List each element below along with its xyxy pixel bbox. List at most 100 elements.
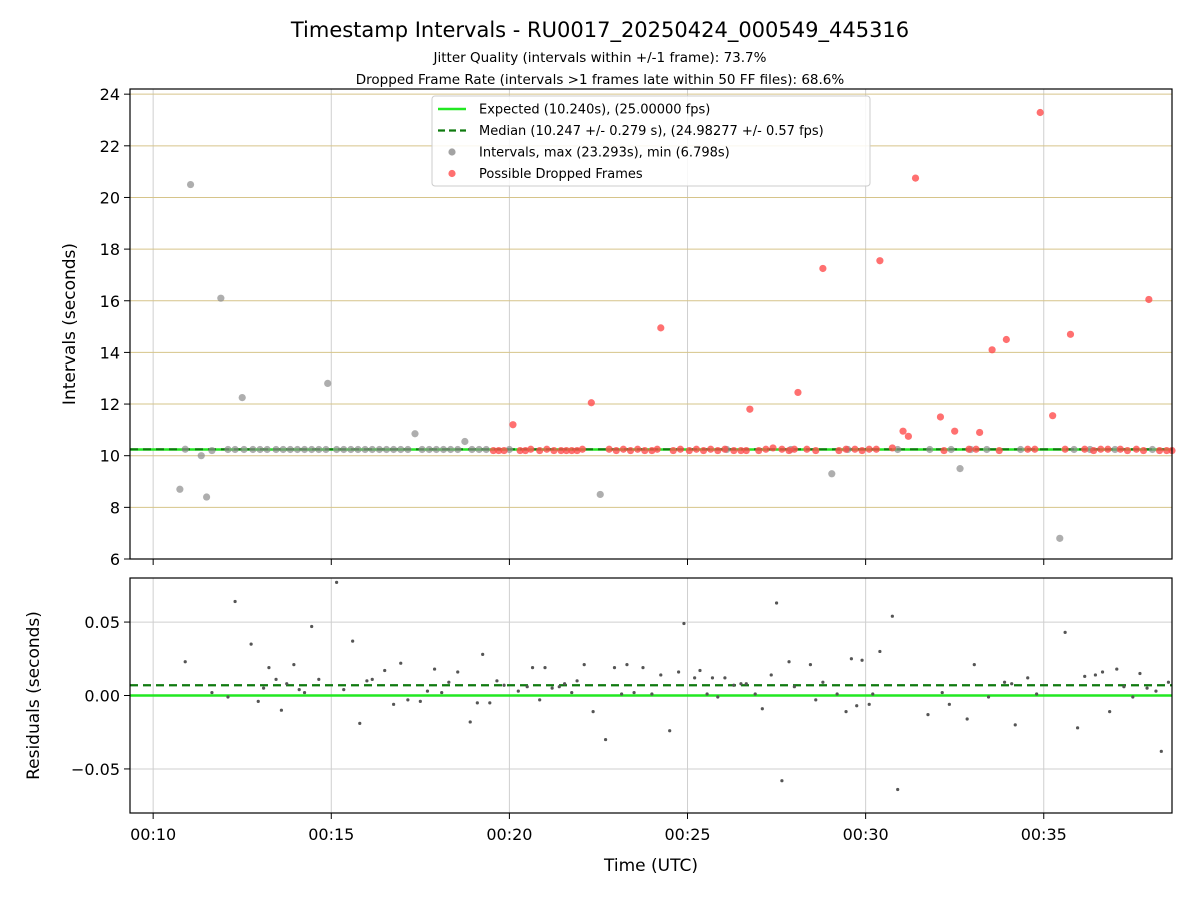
residual-point [753, 692, 757, 696]
dropped-frame-point [1139, 446, 1148, 455]
x-axis-label: Time (UTC) [603, 856, 698, 876]
chart-subtitle-jitter: Jitter Quality (intervals within +/-1 fr… [433, 50, 767, 66]
residual-point [682, 621, 686, 626]
bottom-y-axis-ticks: −0.05 0.00 0.05 [71, 613, 130, 779]
interval-point [1016, 445, 1025, 454]
top-panel-points [176, 108, 1176, 542]
interval-point [404, 445, 412, 454]
residual-point [274, 677, 278, 681]
residual-point [233, 599, 237, 604]
residual-point [698, 668, 702, 673]
bottom-reference-lines [130, 684, 1172, 697]
interval-point [382, 445, 391, 454]
bottom-y-axis-label: Residuals (seconds) [24, 611, 44, 780]
residual-point [481, 652, 485, 656]
residual-point [603, 737, 608, 742]
interval-point [263, 445, 271, 454]
dropped-frame-point [626, 446, 635, 455]
interval-point [461, 437, 469, 446]
dropped-frame-point [755, 446, 763, 455]
dropped-frame-point [746, 405, 754, 413]
dropped-frame-point [819, 264, 827, 273]
residual-point [1115, 667, 1119, 671]
top-y-tick-label: 8 [110, 498, 120, 517]
dropped-frame-point [872, 445, 880, 453]
residual-point [947, 702, 951, 706]
residual-point [310, 624, 314, 629]
interval-point [368, 445, 376, 454]
dropped-frame-point [1024, 445, 1032, 453]
residual-point [1013, 723, 1017, 727]
residual-point [456, 670, 460, 674]
dropped-frame-point [1155, 446, 1164, 455]
top-y-axis-ticks: 6 8 10 12 14 16 18 20 22 24 [100, 85, 130, 569]
residual-point [926, 712, 930, 717]
dropped-frame-point [536, 446, 544, 455]
dropped-frame-point [1031, 445, 1039, 453]
residual-point [1166, 680, 1171, 684]
residual-point [358, 721, 362, 726]
dropped-frame-point [612, 446, 620, 455]
residual-point [814, 698, 818, 702]
bottom-panel-points [183, 580, 1171, 792]
dropped-frame-point [1163, 446, 1171, 455]
interval-point [447, 445, 455, 454]
dropped-frame-point [495, 446, 503, 455]
interval-point [238, 393, 246, 402]
residual-point [256, 699, 260, 703]
residual-point [650, 692, 654, 696]
residual-point [342, 688, 346, 692]
residual-point [739, 682, 743, 686]
dropped-frame-point [835, 446, 843, 455]
residual-point [502, 683, 506, 687]
legend-label: Expected (10.240s), (25.00000 fps) [479, 103, 710, 118]
bottom-y-tick-label: 0.00 [84, 687, 120, 706]
residual-point [425, 689, 430, 693]
residual-point [570, 690, 574, 695]
residual-point [821, 680, 825, 684]
dropped-frame-point [641, 446, 649, 455]
dropped-frame-point [692, 445, 701, 453]
interval-point [300, 445, 309, 454]
interval-point [397, 445, 405, 454]
dropped-frame-point [976, 428, 984, 437]
interval-point [322, 445, 330, 454]
residual-point [871, 692, 875, 696]
interval-point [240, 445, 248, 454]
dropped-frame-point [988, 346, 996, 354]
x-tick-label: 00:15 [308, 825, 354, 844]
residual-point [591, 710, 595, 714]
residual-point [210, 690, 214, 695]
residual-point [1093, 673, 1098, 677]
dropped-frame-point [578, 445, 587, 453]
interval-point [828, 470, 836, 478]
dropped-frame-point [685, 446, 693, 455]
chart-subtitle-dropped: Dropped Frame Rate (intervals >1 frames … [356, 72, 845, 88]
dropped-frame-point [1090, 446, 1098, 455]
legend-label: Possible Dropped Frames [479, 167, 643, 182]
residual-point [279, 708, 284, 712]
residual-point [732, 683, 736, 687]
residual-point [370, 677, 374, 681]
bottom-y-tick-label: −0.05 [71, 760, 120, 779]
residual-point [1026, 676, 1030, 680]
legend: Expected (10.240s), (25.00000 fps) Median… [431, 95, 871, 187]
residual-point [447, 680, 451, 684]
interval-point [279, 445, 287, 454]
residual-point [668, 729, 672, 733]
interval-point [505, 445, 513, 454]
residual-point [716, 695, 720, 699]
dropped-frame-point [951, 427, 959, 435]
interval-point [224, 445, 232, 454]
residual-point [705, 692, 709, 696]
residual-point [632, 690, 636, 695]
interval-point [293, 445, 302, 454]
dropped-frame-point [965, 445, 973, 453]
residual-point [557, 685, 561, 689]
dropped-frame-point [851, 445, 859, 453]
interval-point [202, 493, 211, 501]
residual-point [792, 685, 796, 689]
dropped-frame-point [653, 445, 661, 453]
interval-point [197, 452, 205, 460]
dropped-frame-point [972, 445, 980, 453]
